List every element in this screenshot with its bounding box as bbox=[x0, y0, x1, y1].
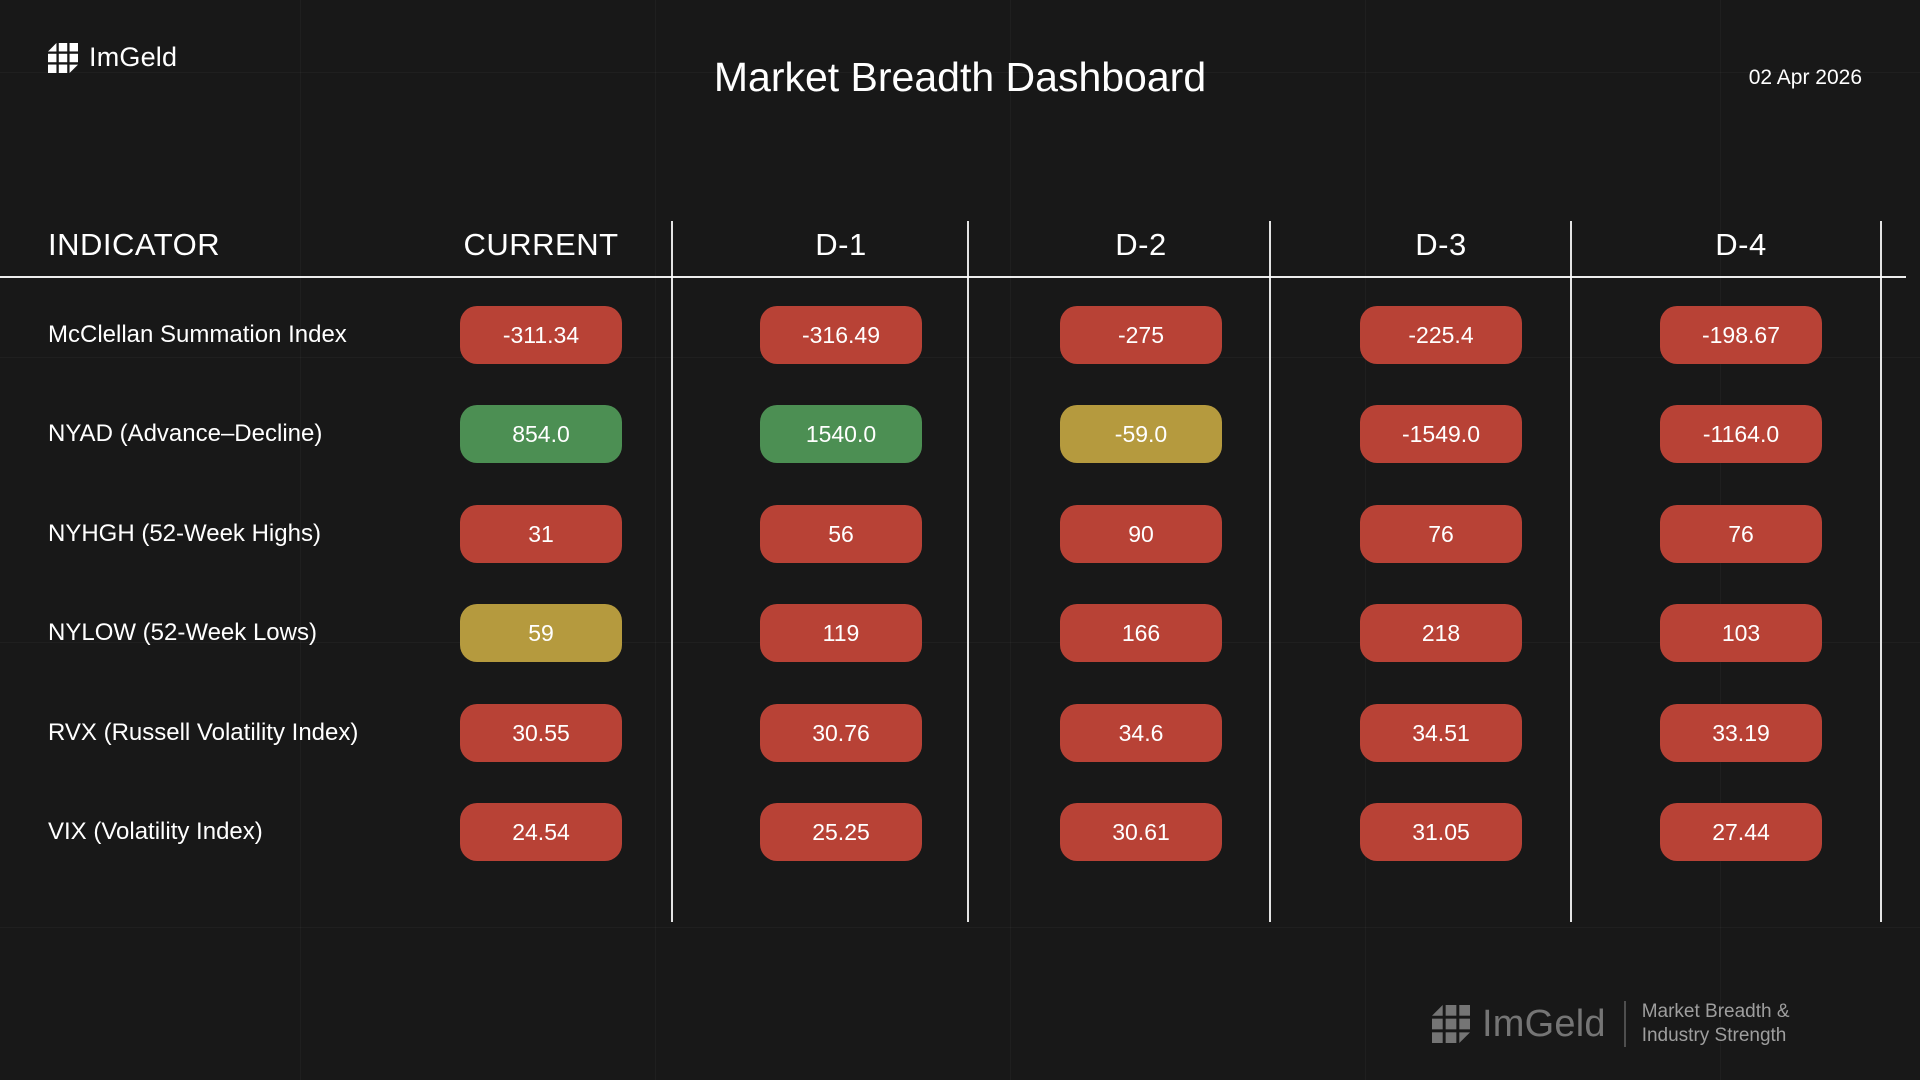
value-badge: 218 bbox=[1360, 604, 1522, 662]
indicator-label: NYHGH (52-Week Highs) bbox=[48, 520, 321, 547]
footer-divider bbox=[1623, 1001, 1626, 1047]
report-date: 02 Apr 2026 bbox=[1748, 66, 1862, 89]
value-badge: 24.54 bbox=[460, 803, 622, 861]
value-badge: 119 bbox=[760, 604, 922, 662]
indicator-label: NYAD (Advance–Decline) bbox=[48, 420, 323, 447]
table-row: McClellan Summation Index -311.34 -316.4… bbox=[0, 285, 1920, 385]
value-badge: 31.05 bbox=[1360, 803, 1522, 861]
indicator-label: VIX (Volatility Index) bbox=[48, 818, 263, 845]
brand-logo: ImGeld bbox=[48, 42, 177, 73]
value-badge: 76 bbox=[1360, 505, 1522, 563]
value-badge: 27.44 bbox=[1660, 803, 1822, 861]
footer-tagline-line2: Industry Strength bbox=[1641, 1025, 1787, 1046]
table-row: RVX (Russell Volatility Index) 30.55 30.… bbox=[0, 683, 1920, 783]
value-badge: 25.25 bbox=[760, 803, 922, 861]
col-header-d3: D-3 bbox=[1415, 227, 1467, 262]
value-badge: -225.4 bbox=[1360, 306, 1522, 364]
value-badge: 103 bbox=[1660, 604, 1822, 662]
value-badge: 166 bbox=[1060, 604, 1222, 662]
col-header-d2: D-2 bbox=[1115, 227, 1167, 262]
value-badge: 34.6 bbox=[1060, 704, 1222, 762]
table-row: VIX (Volatility Index) 24.54 25.25 30.61… bbox=[0, 782, 1920, 882]
value-badge: 34.51 bbox=[1360, 704, 1522, 762]
indicator-label: McClellan Summation Index bbox=[48, 321, 347, 348]
value-badge: 76 bbox=[1660, 505, 1822, 563]
value-badge: -316.49 bbox=[760, 306, 922, 364]
col-header-indicator: INDICATOR bbox=[48, 227, 221, 262]
imgeld-grid-icon bbox=[1432, 1005, 1470, 1043]
column-divider bbox=[1880, 221, 1882, 922]
value-badge: -275 bbox=[1060, 306, 1222, 364]
footer-tagline-line1: Market Breadth & bbox=[1641, 1001, 1790, 1022]
column-divider bbox=[1570, 221, 1572, 922]
col-header-d4: D-4 bbox=[1715, 227, 1767, 262]
column-divider bbox=[671, 221, 673, 922]
table-row: NYAD (Advance–Decline) 854.0 1540.0 -59.… bbox=[0, 384, 1920, 484]
value-badge: 30.55 bbox=[460, 704, 622, 762]
value-badge: -1164.0 bbox=[1660, 405, 1822, 463]
footer-brand-block: ImGeld Market Breadth & Industry Strengt… bbox=[1432, 996, 1790, 1052]
indicator-label: NYLOW (52-Week Lows) bbox=[48, 619, 317, 646]
value-badge: 31 bbox=[460, 505, 622, 563]
table-row: NYHGH (52-Week Highs) 31 56 90 76 76 bbox=[0, 484, 1920, 584]
value-badge: 30.61 bbox=[1060, 803, 1222, 861]
footer-tagline: Market Breadth & Industry Strength bbox=[1642, 1000, 1790, 1048]
table-row: NYLOW (52-Week Lows) 59 119 166 218 103 bbox=[0, 583, 1920, 683]
footer-brand-name: ImGeld bbox=[1482, 1002, 1606, 1045]
value-badge: -1549.0 bbox=[1360, 405, 1522, 463]
imgeld-grid-icon bbox=[48, 42, 78, 73]
brand-name: ImGeld bbox=[89, 42, 178, 72]
value-badge: -59.0 bbox=[1060, 405, 1222, 463]
value-badge: -198.67 bbox=[1660, 306, 1822, 364]
value-badge: 1540.0 bbox=[760, 405, 922, 463]
value-badge: 56 bbox=[760, 505, 922, 563]
value-badge: 854.0 bbox=[460, 405, 622, 463]
value-badge: 90 bbox=[1060, 505, 1222, 563]
header-divider-line bbox=[0, 276, 1906, 278]
value-badge: -311.34 bbox=[460, 306, 622, 364]
column-divider bbox=[1269, 221, 1271, 922]
col-header-current: CURRENT bbox=[463, 227, 619, 262]
page-title: Market Breadth Dashboard bbox=[713, 54, 1207, 100]
indicator-label: RVX (Russell Volatility Index) bbox=[48, 719, 359, 746]
value-badge: 33.19 bbox=[1660, 704, 1822, 762]
value-badge: 59 bbox=[460, 604, 622, 662]
value-badge: 30.76 bbox=[760, 704, 922, 762]
col-header-d1: D-1 bbox=[815, 227, 867, 262]
column-divider bbox=[967, 221, 969, 922]
